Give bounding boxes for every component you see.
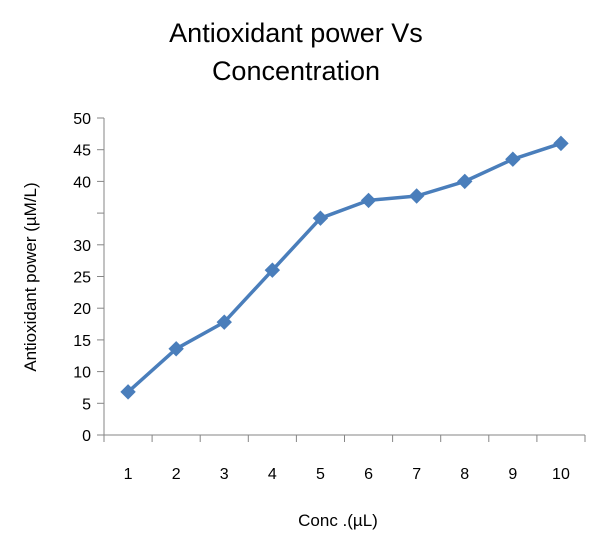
y-tick-label: 10 [73, 365, 91, 382]
series-group [120, 135, 569, 400]
data-point-marker [264, 262, 281, 278]
x-tick-label: 9 [508, 466, 517, 483]
x-tick-label: 2 [172, 466, 181, 483]
y-tick-label: 15 [73, 333, 91, 350]
chart-title-line-2: Concentration [212, 56, 380, 86]
y-axis-ticks: 0 5 10 15 20 25 30 40 45 50 [73, 111, 104, 445]
x-tick-label: 4 [268, 466, 277, 483]
x-axis-title: Conc .(µL) [298, 511, 378, 530]
data-point-marker [360, 192, 377, 209]
x-tick-label: 8 [460, 466, 469, 483]
x-tick-label: 1 [124, 466, 133, 483]
x-tick-label: 10 [552, 466, 570, 483]
y-axis-title: Antioxidant power (µM/L) [21, 182, 40, 371]
chart-title-line-1: Antioxidant power Vs [169, 18, 423, 48]
y-tick-label: 50 [73, 111, 91, 128]
y-tick-label: 20 [73, 301, 91, 318]
data-point-marker [457, 173, 473, 190]
y-tick-label: 5 [82, 396, 91, 413]
y-tick-label: 25 [73, 270, 91, 287]
y-tick-label: 45 [73, 143, 91, 160]
x-tick-label: 5 [316, 466, 325, 483]
y-tick-label: 0 [82, 428, 91, 445]
y-tick-label: 40 [73, 174, 91, 191]
x-tick-label: 3 [220, 466, 229, 483]
data-point-marker [120, 384, 136, 400]
x-tick-label: 7 [412, 466, 421, 483]
x-axis-ticks: 1 2 3 4 5 6 7 8 9 10 [103, 435, 586, 483]
data-point-marker [505, 151, 521, 167]
data-point-marker [216, 314, 232, 330]
series-line [126, 141, 563, 394]
data-point-marker [553, 135, 569, 152]
x-tick-label: 6 [364, 466, 373, 483]
data-point-marker [408, 188, 425, 204]
y-tick-label: 30 [73, 238, 91, 255]
data-point-marker [168, 341, 184, 357]
data-point-marker [312, 210, 329, 226]
